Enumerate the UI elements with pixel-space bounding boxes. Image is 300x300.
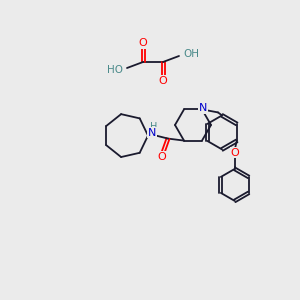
Text: O: O [158,152,166,162]
Text: O: O [159,76,167,86]
Text: H: H [150,122,158,132]
Text: O: O [139,38,147,48]
Text: N: N [199,103,207,113]
Text: O: O [230,148,239,158]
Text: OH: OH [183,49,199,59]
Text: HO: HO [107,65,123,75]
Text: N: N [148,128,156,138]
